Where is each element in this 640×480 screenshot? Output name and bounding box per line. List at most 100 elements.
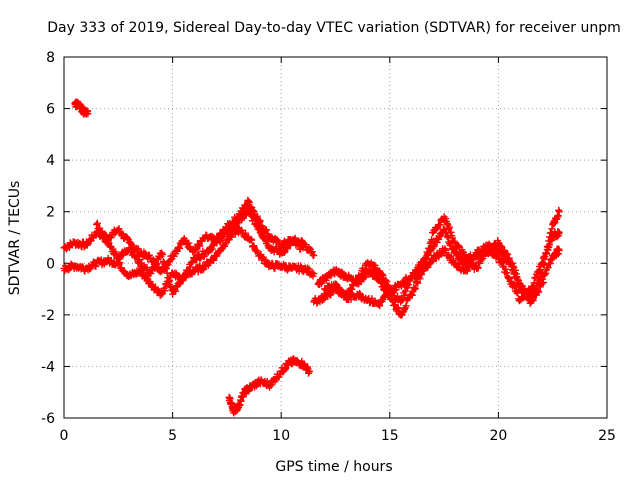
data-point	[402, 302, 410, 310]
data-point	[394, 304, 402, 312]
data-point	[546, 241, 554, 249]
data-point	[394, 304, 402, 312]
data-point	[166, 283, 174, 291]
data-point	[305, 368, 313, 376]
data-point	[308, 248, 316, 256]
data-point	[401, 305, 409, 313]
data-point	[442, 246, 450, 254]
y-tick-label: 8	[46, 50, 55, 66]
data-point	[360, 267, 368, 275]
data-point	[555, 246, 563, 254]
data-point	[538, 280, 546, 288]
data-point	[508, 266, 516, 274]
data-point	[428, 236, 436, 244]
data-point	[208, 245, 216, 253]
data-point	[161, 260, 169, 268]
data-point	[466, 260, 474, 268]
data-point	[446, 223, 454, 231]
data-point	[533, 289, 541, 297]
data-point	[447, 252, 455, 260]
y-tick-label: 0	[46, 256, 55, 272]
data-point	[474, 264, 482, 272]
data-point	[471, 252, 479, 260]
data-point	[162, 265, 170, 273]
data-point	[93, 221, 101, 229]
data-point	[511, 283, 519, 291]
data-point	[250, 214, 258, 222]
data-point	[127, 239, 135, 247]
data-point	[252, 219, 260, 227]
data-point	[529, 283, 537, 291]
y-tick-label: 4	[46, 153, 55, 169]
data-point	[447, 239, 455, 247]
data-point	[283, 245, 291, 253]
data-point	[427, 259, 435, 267]
data-point	[503, 269, 511, 277]
data-point	[476, 259, 484, 267]
data-point	[246, 209, 254, 217]
data-point	[96, 228, 104, 236]
data-point	[297, 242, 305, 250]
data-point	[542, 269, 550, 277]
data-point	[322, 276, 330, 284]
data-point	[332, 280, 340, 288]
data-point	[260, 255, 268, 263]
data-point	[414, 279, 422, 287]
data-point	[454, 259, 462, 267]
data-point	[548, 225, 556, 233]
data-point	[442, 229, 450, 237]
data-point	[535, 288, 543, 296]
data-point	[248, 236, 256, 244]
x-tick-label: 20	[489, 428, 507, 444]
data-point	[444, 234, 452, 242]
data-point	[404, 284, 412, 292]
data-point	[529, 296, 537, 304]
x-tick-label: 10	[272, 428, 290, 444]
x-tick-label: 25	[598, 428, 616, 444]
data-point	[68, 261, 76, 269]
data-point	[216, 238, 224, 246]
data-point	[526, 288, 534, 296]
data-point	[185, 239, 193, 247]
data-point	[196, 242, 204, 250]
data-point	[535, 267, 543, 275]
data-point	[544, 264, 552, 272]
data-point	[175, 243, 183, 251]
data-point	[256, 217, 264, 225]
data-point	[534, 270, 542, 278]
data-point	[160, 259, 168, 267]
data-point	[305, 265, 313, 273]
data-point	[356, 273, 364, 281]
data-point	[382, 276, 390, 284]
data-point	[529, 282, 537, 290]
data-point	[145, 278, 153, 286]
data-point	[408, 290, 416, 298]
data-point	[104, 238, 112, 246]
data-point	[477, 256, 485, 264]
data-point	[416, 275, 424, 283]
y-tick-label: 6	[46, 102, 55, 118]
data-point	[361, 266, 369, 274]
y-tick-label: -4	[41, 359, 55, 375]
data-point	[221, 240, 229, 248]
data-point	[267, 381, 275, 389]
data-point	[529, 295, 537, 303]
data-point	[263, 238, 271, 246]
data-point	[198, 266, 206, 274]
data-point	[436, 221, 444, 229]
data-point	[195, 241, 203, 249]
data-point	[154, 256, 162, 264]
data-point	[430, 243, 438, 251]
data-point	[496, 246, 504, 254]
axis-ticks: 0 5 10 15 20 25 -6 -4 -2 0 2 4 6 8	[41, 50, 616, 444]
data-point	[408, 291, 416, 299]
data-point	[271, 264, 279, 272]
data-point	[176, 279, 184, 287]
data-point	[159, 250, 167, 258]
data-point	[186, 263, 194, 271]
data-point	[165, 277, 173, 285]
data-point	[463, 267, 471, 275]
data-point	[383, 278, 391, 286]
data-point	[138, 259, 146, 267]
data-point	[450, 237, 458, 245]
